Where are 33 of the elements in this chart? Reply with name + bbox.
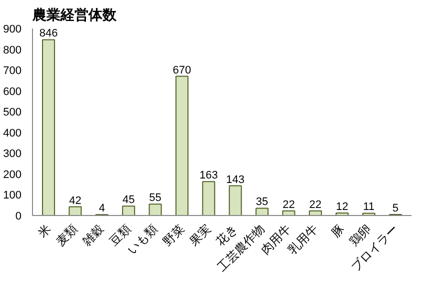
data-label: 22 [282, 198, 295, 211]
data-label: 5 [392, 202, 399, 214]
data-label: 670 [172, 64, 192, 76]
data-label: 55 [149, 192, 162, 204]
data-label: 143 [226, 174, 245, 186]
x-tick-label: 雑穀 [80, 222, 107, 248]
data-label: 163 [199, 170, 218, 182]
data-label: 35 [256, 196, 268, 208]
data-label: 45 [122, 194, 135, 206]
x-tick-label: 麦類 [53, 222, 80, 248]
data-label: 42 [69, 194, 82, 207]
x-tick-label: 豚 [328, 222, 348, 240]
data-label: 11 [363, 201, 375, 214]
y-tick-label: 900 [3, 24, 22, 36]
data-label: 846 [39, 28, 58, 40]
x-tick-label: 鶏卵 [346, 222, 374, 248]
data-label: 12 [336, 201, 348, 214]
y-tick-label: 800 [3, 44, 22, 56]
y-tick-label: 100 [3, 190, 22, 202]
y-tick-label: 500 [3, 106, 22, 119]
y-tick-label: 0 [15, 210, 22, 222]
x-tick-label: 米 [35, 222, 54, 240]
y-tick-label: 700 [3, 65, 22, 78]
chart-title: 農業経営体数 [32, 8, 118, 24]
y-tick-label: 200 [3, 168, 22, 181]
y-tick-label: 400 [3, 127, 22, 140]
x-tick-label: 果実 [186, 222, 214, 248]
y-tick-label: 300 [3, 148, 22, 160]
x-tick-label: 豆類 [106, 222, 134, 248]
data-label: 22 [309, 198, 322, 211]
data-label: 4 [98, 202, 105, 215]
x-tick-label: 野菜 [160, 222, 187, 248]
y-tick-label: 600 [3, 86, 22, 98]
